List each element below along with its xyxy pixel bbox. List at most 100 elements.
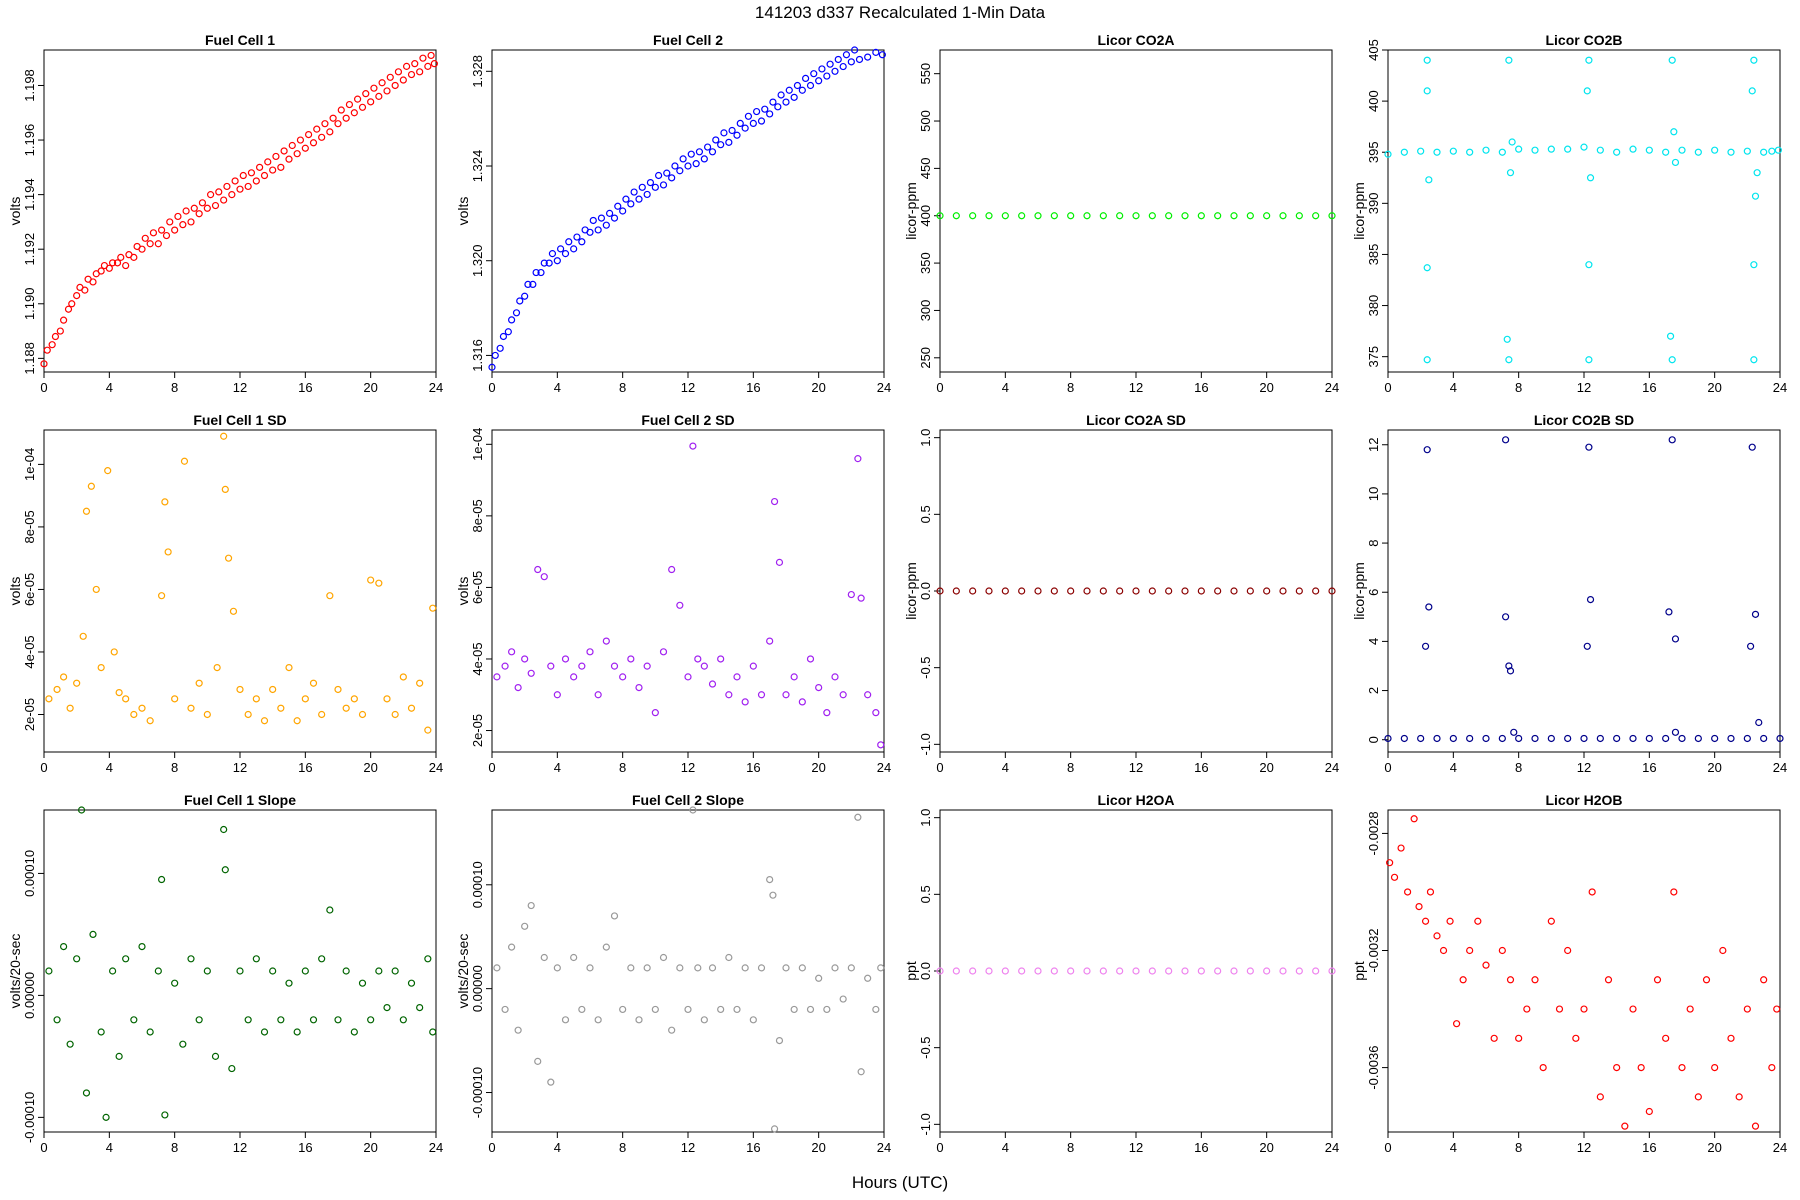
data-point [540, 573, 548, 581]
y-tick-label: -0.00010 [22, 1092, 37, 1143]
data-point [231, 177, 239, 185]
data-point [1604, 976, 1613, 984]
data-point [534, 1057, 542, 1065]
data-point [334, 685, 342, 694]
data-point [1506, 667, 1515, 675]
data-point [59, 673, 68, 681]
data-point [671, 162, 679, 170]
data-point [269, 967, 277, 975]
data-point [399, 1016, 407, 1024]
data-point [712, 136, 720, 144]
y-axis-label: licor-ppm [903, 182, 919, 240]
data-point [1390, 873, 1399, 881]
data-point [877, 964, 885, 972]
data-point [1637, 1063, 1645, 1072]
x-tick-label: 8 [1515, 380, 1522, 395]
series-points [45, 432, 437, 734]
data-point [774, 103, 782, 111]
data-point [668, 1026, 676, 1034]
data-point [358, 710, 367, 719]
data-point [1743, 1005, 1751, 1013]
data-point [1083, 587, 1091, 595]
data-point [1629, 145, 1637, 153]
data-point [1099, 212, 1107, 220]
y-tick-label: 0.00000 [22, 972, 37, 1019]
data-point [1425, 603, 1433, 611]
y-tick-label: -0.0036 [1366, 1046, 1381, 1090]
data-point [1773, 1005, 1781, 1013]
data-point [252, 177, 260, 185]
data-point [1750, 56, 1758, 64]
data-point [985, 967, 993, 975]
data-point [635, 195, 643, 203]
data-point [1433, 734, 1441, 743]
x-tick-label: 0 [488, 760, 495, 775]
data-point [174, 212, 182, 221]
x-tick-label: 20 [1259, 380, 1273, 395]
data-point [1423, 264, 1431, 272]
data-point [594, 691, 602, 699]
data-point [815, 77, 823, 85]
data-point [1263, 967, 1271, 975]
data-point [831, 964, 839, 972]
data-point [53, 1016, 61, 1024]
data-point [1197, 587, 1205, 595]
x-tick-label: 12 [1577, 1140, 1591, 1155]
x-tick-label: 16 [298, 760, 312, 775]
x-tick-label: 12 [233, 760, 247, 775]
x-tick-label: 4 [554, 380, 561, 395]
y-tick-label: 4 [1366, 638, 1381, 645]
data-point [171, 226, 179, 234]
data-point [527, 669, 535, 677]
data-point [775, 1036, 784, 1045]
x-tick-label: 24 [429, 1140, 443, 1155]
data-point [1246, 212, 1254, 220]
data-point [770, 1125, 779, 1133]
data-point [708, 680, 717, 688]
data-point [627, 655, 635, 663]
data-point [493, 964, 501, 972]
data-point [51, 332, 60, 341]
data-point [1662, 734, 1670, 743]
x-tick-label: 4 [1450, 1140, 1457, 1155]
data-point [375, 579, 383, 587]
data-point [252, 955, 260, 963]
data-point [1295, 587, 1303, 595]
y-tick-label: 375 [1366, 346, 1381, 368]
data-point [668, 174, 676, 182]
data-point [689, 442, 697, 450]
data-point [708, 964, 717, 972]
data-point [264, 158, 272, 166]
data-point [149, 229, 158, 237]
y-tick-label: 4e-05 [22, 635, 37, 668]
data-point [1670, 128, 1678, 136]
panel-8: Fuel Cell 1 Slope 0 4 8 12 16 20 24 -0.00010 0.00… [7, 792, 443, 1155]
data-point [1760, 734, 1768, 743]
x-tick-label: 4 [1002, 380, 1009, 395]
data-point [1668, 356, 1676, 364]
data-point [1384, 734, 1392, 743]
data-point [260, 1028, 269, 1036]
data-point [766, 637, 774, 645]
data-point [1482, 961, 1490, 969]
data-point [337, 106, 345, 114]
data-point [179, 221, 187, 229]
data-point [839, 995, 847, 1003]
data-point [1735, 1093, 1743, 1101]
data-point [66, 1040, 74, 1048]
data-point [527, 901, 535, 910]
data-point [1670, 888, 1678, 896]
data-point [391, 710, 399, 719]
data-point [1539, 1063, 1547, 1072]
data-point [130, 710, 138, 719]
data-point [725, 953, 733, 962]
data-point [969, 967, 977, 975]
x-tick-label: 24 [1325, 760, 1339, 775]
data-point [728, 126, 736, 135]
data-point [766, 875, 774, 884]
data-point [1050, 587, 1058, 595]
data-point [643, 964, 651, 972]
data-point [798, 698, 806, 706]
data-point [1312, 967, 1320, 975]
